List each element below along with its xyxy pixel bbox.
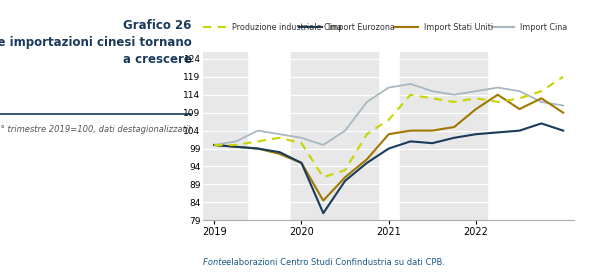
Text: Import Cina: Import Cina [520,23,567,32]
Text: elaborazioni Centro Studi Confindustria su dati CPB.: elaborazioni Centro Studi Confindustria … [226,258,445,267]
Text: Import Eurozona: Import Eurozona [328,23,395,32]
Text: Fonte:: Fonte: [203,258,233,267]
Text: Import Stati Uniti: Import Stati Uniti [424,23,493,32]
Bar [399,52,487,220]
Text: Produzione industriale Cina: Produzione industriale Cina [231,23,341,32]
Bar [291,52,378,220]
Bar [203,52,247,220]
Text: Grafico 26
Le importazioni cinesi tornano
a crescere: Grafico 26 Le importazioni cinesi tornan… [0,19,191,66]
Text: (1° trimestre 2019=100, dati destagionalizzati): (1° trimestre 2019=100, dati destagional… [0,125,191,134]
